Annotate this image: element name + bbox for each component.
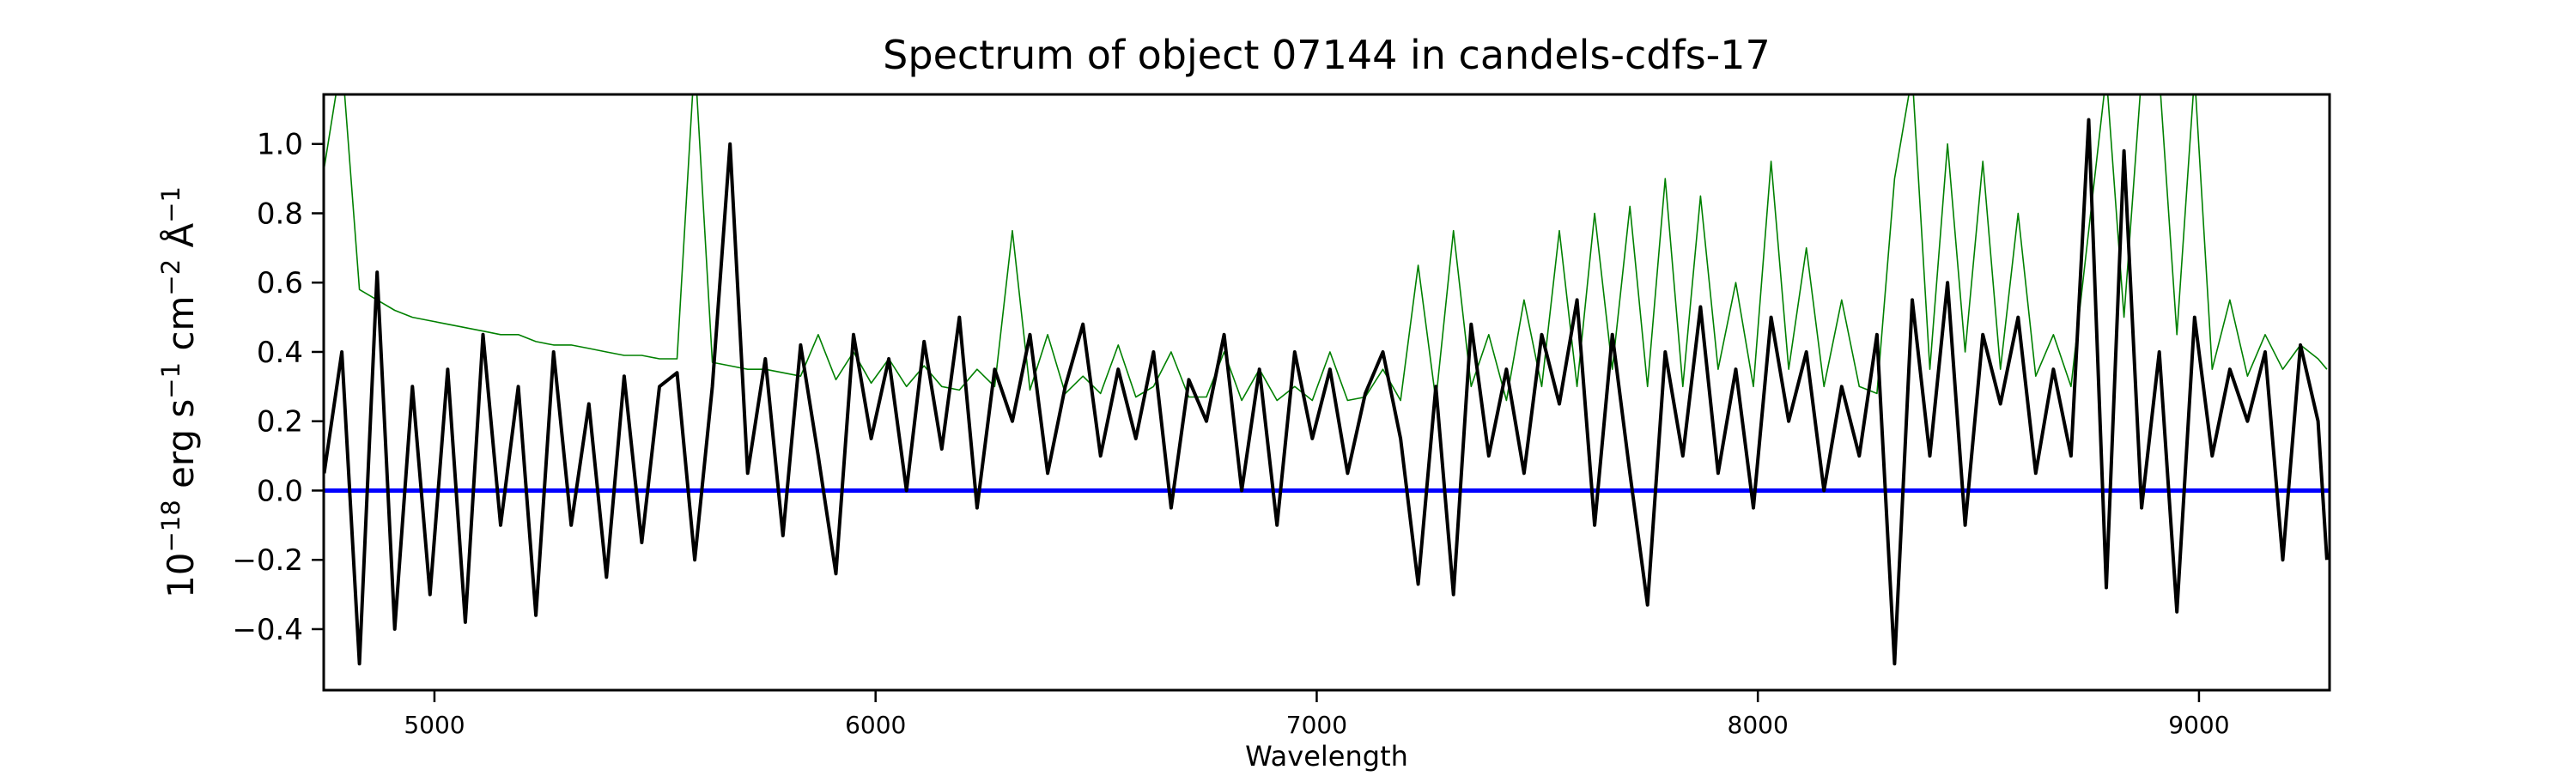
y-tick-label: 0.0: [257, 474, 303, 508]
y-tick-label: 0.6: [257, 266, 303, 300]
y-tick-label: 0.2: [257, 405, 303, 440]
plot-area: [324, 94, 2330, 666]
x-axis: 5000 6000 7000 8000 9000: [404, 690, 2230, 739]
error-series-line: [324, 94, 2328, 402]
y-tick-label: 0.4: [257, 336, 303, 370]
chart-title: Spectrum of object 07144 in candels-cdfs…: [883, 32, 1771, 78]
x-tick-label: 5000: [404, 711, 465, 739]
x-axis-label: Wavelength: [1245, 740, 1408, 773]
y-tick-label: −0.2: [232, 543, 303, 578]
y-tick-label: 0.8: [257, 197, 303, 231]
x-tick-label: 8000: [1728, 711, 1789, 739]
y-tick-label: 1.0: [257, 128, 303, 162]
x-tick-label: 7000: [1286, 711, 1347, 739]
axes-frame: [322, 93, 2331, 692]
x-tick-label: 6000: [845, 711, 906, 739]
x-tick-label: 9000: [2168, 711, 2229, 739]
y-tick-label: −0.4: [232, 613, 303, 647]
flux-series-line: [324, 118, 2329, 666]
y-axis-label: 10−18 erg s−1 cm−2 Å−1: [156, 186, 202, 598]
y-axis: −0.4 −0.2 0.0 0.2 0.4 0.6 0.8 1.0: [232, 128, 324, 647]
